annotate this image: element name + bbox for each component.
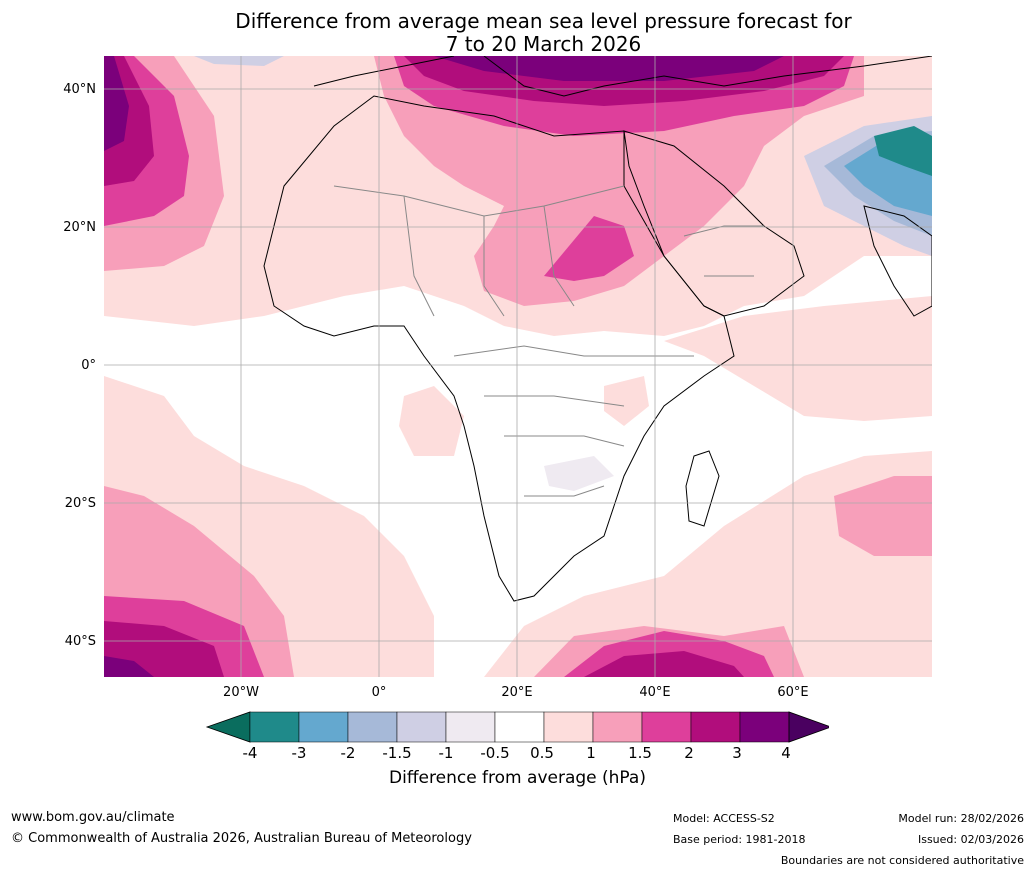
anomaly-fill-0.5-indian-ocean — [664, 296, 932, 421]
anomaly-fill-0.5-gulf-of-guinea — [399, 386, 464, 456]
lon-label-20w: 20°W — [223, 685, 259, 700]
anomaly-fill-1-south-indian — [834, 476, 932, 556]
country-borders — [333, 185, 764, 497]
anomaly-fill-3-south-atlantic — [104, 656, 154, 677]
colorbar-tick-label: 0.5 — [530, 744, 554, 762]
colorbar-segment — [445, 711, 496, 743]
colorbar-segment — [249, 711, 300, 743]
anomaly-fill-2-southern-ocean — [584, 651, 744, 677]
colorbar-tick-label: -0.5 — [480, 744, 510, 762]
colorbar-segment — [396, 711, 447, 743]
india-coastline — [863, 205, 932, 317]
anomaly-fill-neg-southern-africa — [544, 456, 614, 491]
footer-model-run: Model run: 28/02/2026 — [898, 812, 1024, 825]
lat-label-20n: 20°N — [63, 220, 96, 235]
anomaly-fill-0.5-southern-ocean — [484, 451, 932, 677]
colorbar-segment — [298, 711, 349, 743]
lon-label-20e: 20°E — [501, 685, 533, 700]
colorbar-title: Difference from average (hPa) — [389, 768, 646, 788]
anomaly-fills — [104, 56, 932, 677]
anomaly-fill-3-mediterranean — [434, 56, 784, 81]
colorbar-tick-label: -1 — [438, 744, 454, 762]
lat-label-0: 0° — [81, 358, 96, 373]
footer-boundaries-note: Boundaries are not considered authoritat… — [780, 854, 1024, 867]
colorbar-tick-label: -3 — [291, 744, 307, 762]
lat-label-40n: 40°N — [63, 82, 96, 97]
lon-label-0: 0° — [371, 685, 387, 700]
madagascar-coastline — [685, 450, 720, 527]
colorbar-tick-label: -1.5 — [382, 744, 412, 762]
colorbar-tick-label: 1.5 — [628, 744, 652, 762]
colorbar-extend-high — [788, 711, 829, 743]
coastlines — [263, 56, 932, 602]
anomaly-fill-3-northwest — [104, 56, 129, 151]
anomaly-fill-neg3-iran — [874, 126, 932, 176]
pressure-anomaly-map — [104, 56, 932, 677]
lon-label-40e: 40°E — [639, 685, 671, 700]
footer-copyright: © Commonwealth of Australia 2026, Austra… — [11, 831, 472, 846]
anomaly-fill-neg-north-atlantic — [194, 56, 284, 66]
colorbar-tick-label: -4 — [242, 744, 258, 762]
colorbar-tick-label: 4 — [781, 744, 791, 762]
colorbar — [205, 711, 829, 743]
africa-coastline — [263, 95, 735, 602]
colorbar-tick-label: 3 — [732, 744, 742, 762]
footer-model: Model: ACCESS-S2 — [673, 812, 775, 825]
colorbar-tick-label: -2 — [340, 744, 356, 762]
lat-label-40s: 40°S — [64, 634, 96, 649]
colorbar-segment — [690, 711, 741, 743]
title-line-1: Difference from average mean sea level p… — [235, 9, 852, 33]
chart-title: Difference from average mean sea level p… — [0, 10, 1035, 56]
colorbar-tick-label: 2 — [684, 744, 694, 762]
colorbar-segment — [592, 711, 643, 743]
footer-base-period: Base period: 1981-2018 — [673, 833, 806, 846]
lon-label-60e: 60°E — [777, 685, 809, 700]
map-svg — [104, 56, 932, 677]
anomaly-fill-1.5-sahara — [544, 216, 634, 281]
colorbar-segment — [739, 711, 790, 743]
lat-label-20s: 20°S — [64, 496, 96, 511]
arabia-coastline — [623, 130, 805, 317]
colorbar-segment — [347, 711, 398, 743]
title-line-2: 7 to 20 March 2026 — [445, 32, 642, 56]
colorbar-tick-label: 1 — [586, 744, 596, 762]
colorbar-segment — [641, 711, 692, 743]
colorbar-extend-low — [205, 711, 251, 743]
anomaly-fill-0.5-mozambique — [604, 376, 649, 426]
footer-issued: Issued: 02/03/2026 — [917, 833, 1024, 846]
colorbar-segment — [543, 711, 594, 743]
colorbar-segment — [494, 711, 545, 743]
graticule — [104, 56, 932, 677]
footer-url[interactable]: www.bom.gov.au/climate — [11, 810, 175, 825]
